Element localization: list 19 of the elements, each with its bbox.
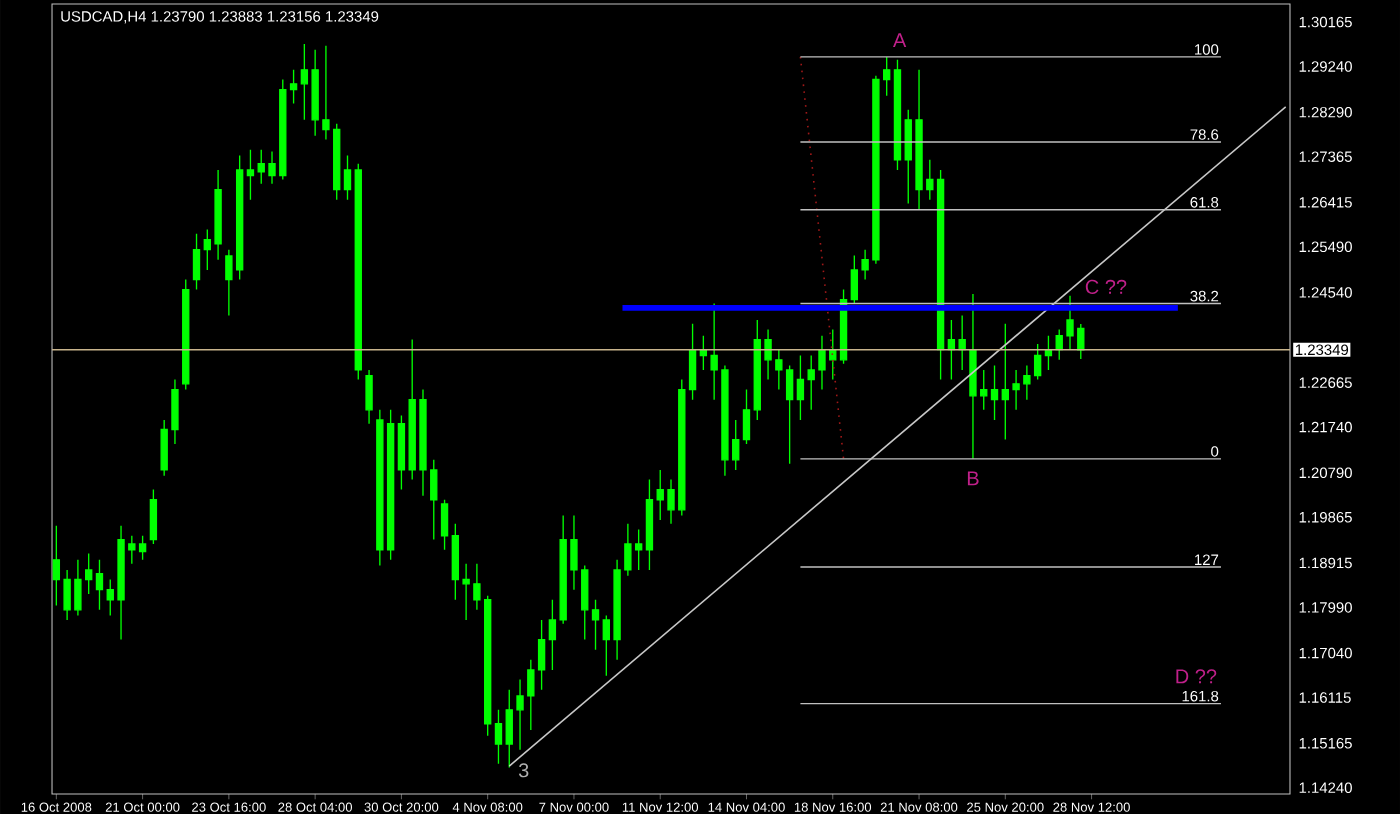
candlestick [742,388,751,445]
candlestick [354,162,362,381]
candlestick [343,154,352,201]
annotation: B [967,471,979,486]
candlestick [893,59,902,171]
candlestick [591,599,600,651]
candlestick [688,323,697,401]
candlestick [440,499,449,551]
annotation: A [893,33,907,48]
candlestick [397,414,406,491]
candlestick [645,478,654,571]
annotation: 3 [518,763,529,778]
annotation: C ?? [1085,279,1127,294]
candlestick [494,709,503,765]
candlestick [149,488,158,545]
candlestick [192,233,201,291]
candlestick [182,278,190,391]
candlestick [365,369,373,425]
annotation: D ?? [1176,669,1217,684]
